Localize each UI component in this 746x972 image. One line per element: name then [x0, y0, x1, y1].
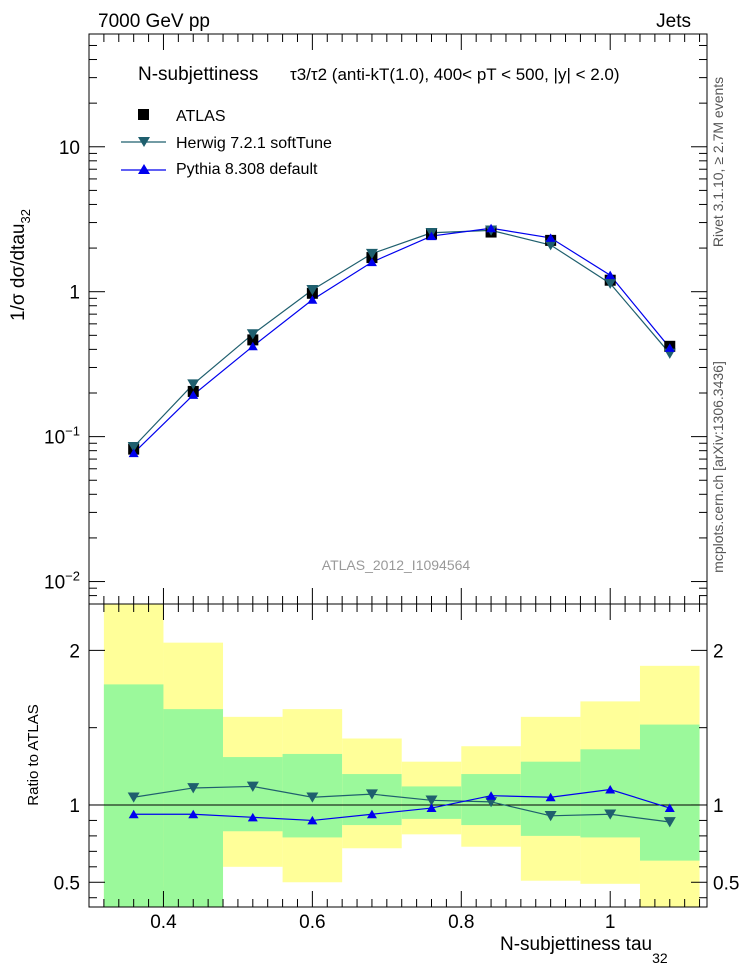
ratio-herwig-point: [246, 781, 259, 792]
herwig-point: [246, 329, 259, 340]
ratio-herwig-line: [133, 785, 670, 823]
ratio-herwig-point: [425, 795, 438, 806]
legend-pythia-marker: [138, 164, 150, 174]
ratio-herwig-point: [187, 783, 200, 794]
main-ytick-exponent: −2: [65, 569, 80, 584]
ratio-xlabel-main: N-subjettiness tau: [500, 934, 652, 955]
main-ytick-label: 10−1: [44, 424, 80, 449]
rivet-label: Rivet 3.1.10, ≥ 2.7M events: [710, 77, 726, 247]
ratio-herwig-point: [604, 809, 617, 820]
main-ylabel: 1/σ dσ/dtau32: [8, 209, 33, 321]
ratio-band-green: [163, 709, 224, 907]
ratio-herwig-point: [127, 792, 140, 803]
ratio-pythia-point: [664, 803, 675, 813]
ratio-xtick-label: 0.6: [299, 912, 325, 933]
main-ytick-base: 10: [59, 138, 80, 159]
pythia-line: [133, 227, 671, 454]
main-ytick-label: 10: [59, 138, 80, 159]
pythia-point: [128, 448, 139, 458]
herwig-point: [187, 379, 200, 390]
ratio-xtick-label: 0.8: [448, 912, 474, 933]
ratio-xlabel: N-subjettiness tau32: [500, 934, 668, 966]
main-ytick-base: 10: [44, 573, 65, 594]
legend-herwig-label: Herwig 7.2.1 softTune: [176, 135, 332, 152]
pythia-point: [545, 233, 556, 242]
main-ytick-base: 10: [44, 428, 65, 449]
ratio-ylabel: Ratio to ATLAS: [25, 704, 42, 805]
herwig-point: [544, 240, 557, 251]
ratio-herwig-point: [306, 792, 319, 803]
ratio-axis-ticks: 0.5 0.5 1 1 2 2 0.4 0.6 0.8 1: [54, 604, 739, 933]
ratio-xtick-label: 1: [605, 912, 616, 933]
ratio-herwig-point: [544, 810, 557, 822]
pythia-point: [307, 295, 318, 304]
pythia-point: [486, 223, 497, 233]
ratio-xtick-label: 0.4: [150, 912, 177, 933]
pythia-point: [247, 341, 258, 351]
legend-pythia-label: Pythia 8.308 default: [176, 161, 318, 178]
ratio-ytick-label-right: 0.5: [713, 873, 739, 894]
ratio-pythia-point: [128, 809, 139, 819]
main-ytick-exponent: −1: [65, 424, 80, 439]
ratio-ytick-label-right: 1: [713, 796, 724, 817]
ratio-pythia-point: [307, 815, 318, 825]
ratio-herwig-point: [365, 789, 378, 800]
herwig-point: [604, 278, 617, 289]
header-right: Jets: [656, 11, 691, 32]
mcplots-label: mcplots.cern.ch [arXiv:1306.3436]: [710, 361, 726, 573]
main-ytick-label: 10−2: [44, 569, 80, 594]
herwig-point: [127, 442, 140, 453]
ratio-pythia-line: [133, 788, 670, 822]
pythia-point: [664, 343, 675, 352]
ratio-pythia-point: [545, 792, 556, 802]
pythia-point: [605, 270, 616, 280]
ratio-pythia-point: [366, 809, 377, 819]
legend-atlas-label: ATLAS: [176, 108, 226, 125]
ratio-pythia-point: [247, 812, 258, 822]
pythia-point: [366, 257, 377, 267]
ratio-ytick-label: 2: [69, 641, 80, 662]
ratio-plot-marks: [127, 781, 676, 828]
main-plot-marks: [127, 223, 676, 458]
herwig-point: [365, 248, 378, 260]
ratio-frame: [88, 603, 708, 908]
main-ylabel-sub: 32: [18, 209, 33, 223]
analysis-id: ATLAS_2012_I1094564: [322, 557, 471, 573]
main-ytick-label: 1: [69, 283, 80, 304]
ratio-ytick-label: 0.5: [54, 873, 80, 894]
ratio-pythia-point: [426, 803, 437, 813]
ratio-herwig-point: [663, 817, 676, 828]
pythia-point: [188, 390, 199, 399]
header-left: 7000 GeV pp: [98, 11, 210, 32]
ratio-pythia-point: [605, 785, 616, 794]
ratio-pythia-point: [486, 791, 497, 800]
title-main: N-subjettiness: [138, 64, 258, 85]
ratio-xlabel-sub: 32: [652, 950, 668, 966]
main-ytick-base: 1: [69, 283, 80, 304]
title-formula: τ3/τ2 (anti-kT(1.0), 400< pT < 500, |y| …: [290, 65, 620, 84]
ratio-ytick-label: 1: [69, 796, 80, 817]
ratio-band-green: [639, 724, 700, 861]
herwig-line: [133, 229, 671, 448]
herwig-point: [306, 285, 319, 296]
ratio-bands: [103, 604, 700, 907]
legend-atlas-marker: [138, 109, 149, 120]
pythia-point: [426, 231, 437, 241]
ratio-ytick-label-right: 2: [713, 641, 724, 662]
ratio-pythia-point: [188, 809, 199, 819]
atlas-point: [247, 334, 259, 346]
legend-herwig-marker: [138, 137, 150, 147]
legend: ATLAS Herwig 7.2.1 softTune Pythia 8.308…: [121, 108, 332, 178]
main-ylabel-main: 1/σ dσ/dtau: [8, 224, 29, 321]
